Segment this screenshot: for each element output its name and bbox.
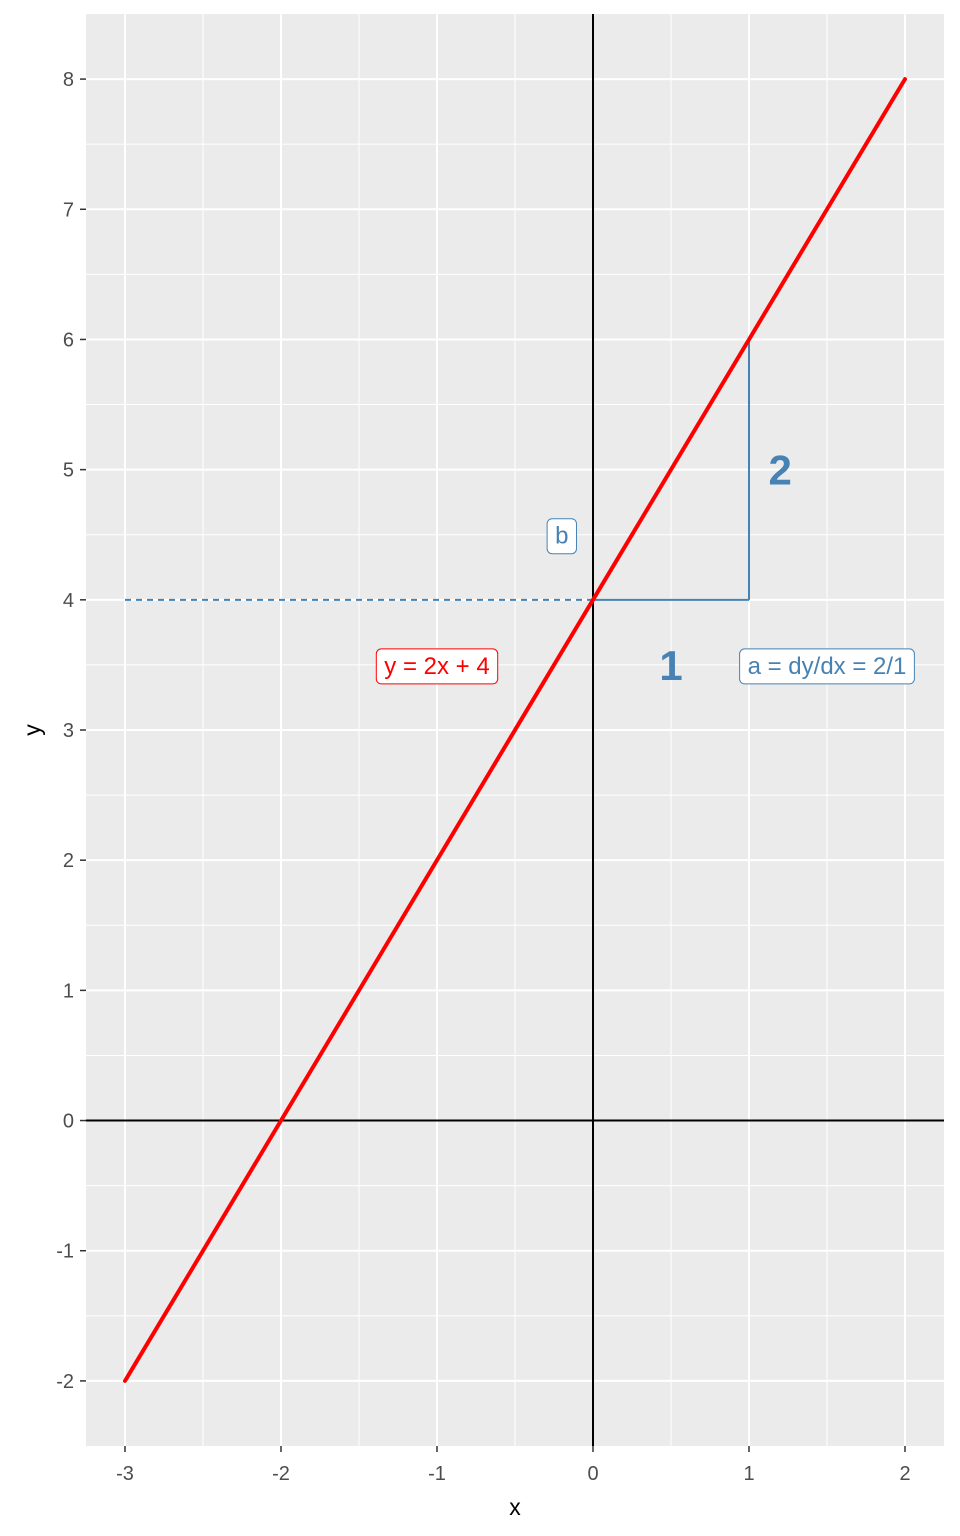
x-axis-title: x	[509, 1494, 521, 1520]
annotation-rise: 2	[769, 447, 792, 494]
y-tick-label: 7	[63, 199, 74, 221]
x-tick-label: -1	[428, 1463, 446, 1485]
y-tick-label: 0	[63, 1111, 74, 1133]
annotations: b y = 2x + 4 a = dy/dx = 2/1 1 2	[375, 447, 915, 689]
x-tick-label: -3	[116, 1463, 134, 1485]
x-tick-label: 1	[743, 1463, 754, 1485]
annotation-intercept-box	[546, 518, 577, 555]
line-series	[123, 77, 907, 1383]
x-axis-ticks: -3 -2 -1 0 1 2	[116, 1446, 911, 1485]
y-tick-label: 4	[63, 590, 74, 612]
y-tick-label: -2	[56, 1371, 74, 1393]
y-tick-label: 1	[63, 980, 74, 1002]
annotation-slope-box	[739, 648, 915, 685]
annotation-equation-box	[375, 648, 499, 685]
series-layer	[123, 77, 907, 1383]
reference-lines	[86, 14, 944, 1446]
annotation-equation: y = 2x + 4	[384, 653, 489, 680]
y-tick-label: -1	[56, 1241, 74, 1263]
x-tick-label: -2	[272, 1463, 290, 1485]
y-tick-label: 5	[63, 460, 74, 482]
y-tick-label: 6	[63, 329, 74, 351]
y-tick-label: 2	[63, 850, 74, 872]
y-axis-ticks: -2 -1 0 1 2 3 4 5 6 7 8	[56, 69, 86, 1393]
y-tick-label: 3	[63, 720, 74, 742]
annotation-run: 1	[659, 642, 682, 689]
x-tick-label: 2	[899, 1463, 910, 1485]
annotation-slope: a = dy/dx = 2/1	[748, 653, 907, 680]
y-tick-label: 8	[63, 69, 74, 91]
annotation-intercept: b	[555, 523, 568, 550]
y-axis-title: y	[19, 724, 45, 736]
x-tick-label: 0	[587, 1463, 598, 1485]
